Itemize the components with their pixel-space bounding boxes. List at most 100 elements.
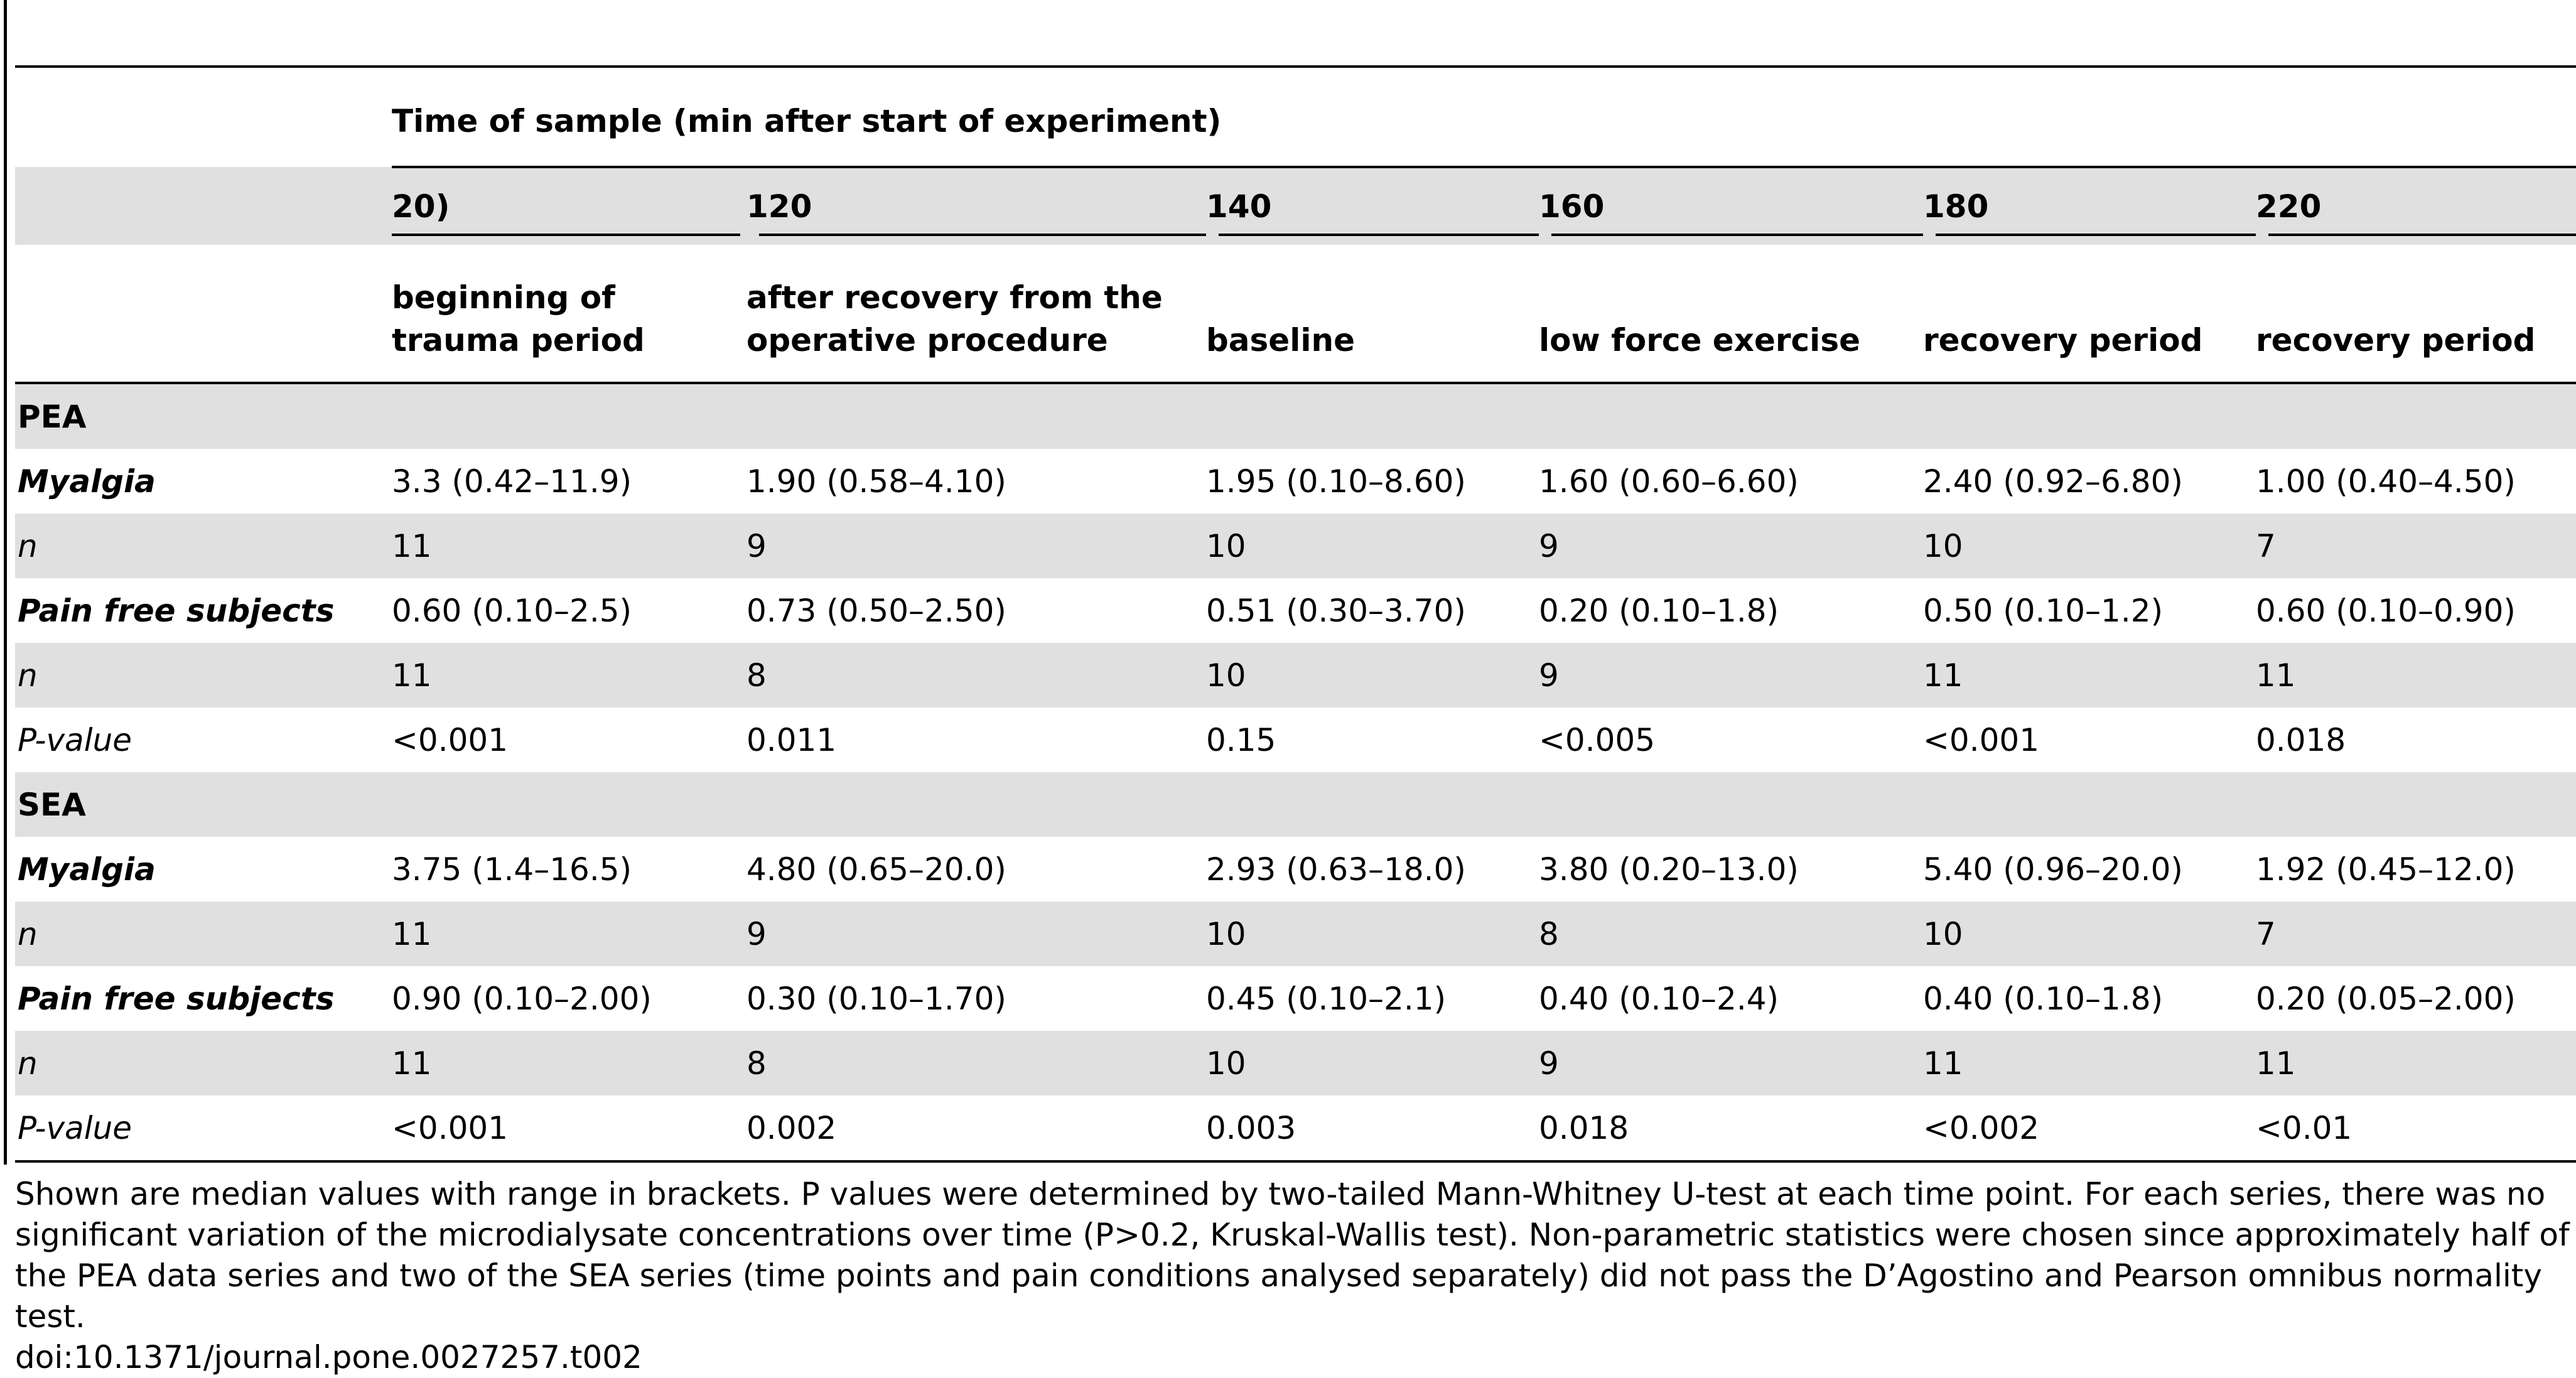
table-row: Pain free subjects 0.90 (0.10–2.00) 0.30… bbox=[15, 966, 2576, 1031]
table-cell: 0.15 bbox=[1206, 721, 1276, 758]
column-rule bbox=[392, 234, 740, 236]
table-cell: 3.75 (1.4–16.5) bbox=[392, 851, 632, 888]
row-label: n bbox=[15, 643, 392, 708]
table-cell: 0.51 (0.30–3.70) bbox=[1206, 592, 1466, 629]
table-row: n 11 8 10 9 11 11 bbox=[15, 1031, 2576, 1095]
row-label: Myalgia bbox=[18, 851, 156, 888]
table-cell: 0.73 (0.50–2.50) bbox=[746, 592, 1006, 629]
table-cell: 11 bbox=[1923, 1031, 2256, 1095]
table-cell: 0.018 bbox=[1539, 1109, 1629, 1146]
row-label: n bbox=[15, 902, 392, 966]
time-point-header: 160 bbox=[1539, 167, 1923, 245]
table-cell: 8 bbox=[746, 1031, 1206, 1095]
table-row: P-value <0.001 0.011 0.15 <0.005 <0.001 … bbox=[15, 708, 2576, 772]
table-cell: <0.001 bbox=[392, 1109, 509, 1146]
table-cell: 0.40 (0.10–2.4) bbox=[1539, 980, 1779, 1017]
time-description: baseline bbox=[1206, 322, 1355, 358]
table-row: Pain free subjects 0.60 (0.10–2.5) 0.73 … bbox=[15, 578, 2576, 643]
table-cell: 4.80 (0.65–20.0) bbox=[746, 851, 1006, 888]
row-label: n bbox=[15, 1031, 392, 1095]
table-cell: 11 bbox=[2256, 1031, 2576, 1095]
section-row-sea: SEA bbox=[15, 772, 2576, 837]
table-cell: 10 bbox=[1206, 643, 1539, 708]
time-description-row: beginning of trauma period after recovery… bbox=[15, 245, 2576, 383]
table-row: Myalgia 3.3 (0.42–11.9) 1.90 (0.58–4.10)… bbox=[15, 449, 2576, 514]
column-rule bbox=[1551, 234, 1923, 236]
table-cell: 11 bbox=[392, 1031, 746, 1095]
section-row-pea: PEA bbox=[15, 383, 2576, 449]
table-top-rule bbox=[15, 65, 2576, 68]
table-cell: 9 bbox=[1539, 643, 1923, 708]
table-cell: 0.50 (0.10–1.2) bbox=[1923, 592, 2164, 629]
table-cell: 11 bbox=[392, 643, 746, 708]
table-cell: 9 bbox=[746, 902, 1206, 966]
table-cell: 7 bbox=[2256, 514, 2576, 578]
table-row: n 11 9 10 8 10 7 bbox=[15, 902, 2576, 966]
table-cell: 0.60 (0.10–2.5) bbox=[392, 592, 632, 629]
left-border-rule bbox=[4, 0, 7, 1165]
time-description: recovery period bbox=[2256, 322, 2536, 358]
table-cell: 8 bbox=[746, 643, 1206, 708]
column-rule bbox=[1936, 234, 2256, 236]
table-cell: 0.011 bbox=[746, 721, 837, 758]
table-cell: 9 bbox=[746, 514, 1206, 578]
table-cell: 11 bbox=[1923, 643, 2256, 708]
table-row: P-value <0.001 0.002 0.003 0.018 <0.002 … bbox=[15, 1095, 2576, 1161]
table-cell: 0.40 (0.10–1.8) bbox=[1923, 980, 2164, 1017]
section-label: PEA bbox=[15, 383, 392, 449]
table-cell: 1.90 (0.58–4.10) bbox=[746, 463, 1006, 500]
table-cell: 10 bbox=[1206, 902, 1539, 966]
row-label: Myalgia bbox=[18, 463, 156, 500]
table-cell: 0.20 (0.10–1.8) bbox=[1539, 592, 1779, 629]
row-label: Pain free subjects bbox=[18, 980, 335, 1017]
table-cell: 0.30 (0.10–1.70) bbox=[746, 980, 1006, 1017]
table-cell: 7 bbox=[2256, 902, 2576, 966]
time-point-header: 20) bbox=[392, 167, 746, 245]
column-rule bbox=[2268, 234, 2576, 236]
footnote-text: Shown are median values with range in br… bbox=[15, 1176, 2570, 1335]
table-cell: 1.95 (0.10–8.60) bbox=[1206, 463, 1466, 500]
table-cell: 10 bbox=[1923, 514, 2256, 578]
table-cell: 2.93 (0.63–18.0) bbox=[1206, 851, 1466, 888]
table-cell: 0.018 bbox=[2256, 721, 2346, 758]
time-header-row: Time of sample (min after start of exper… bbox=[15, 68, 2576, 168]
time-point-header: 140 bbox=[1206, 167, 1539, 245]
table-cell: 10 bbox=[1206, 514, 1539, 578]
row-label: P-value bbox=[18, 721, 132, 758]
table-cell: 11 bbox=[392, 514, 746, 578]
table-cell: 0.003 bbox=[1206, 1109, 1296, 1146]
column-rule bbox=[1219, 234, 1539, 236]
table-cell: <0.002 bbox=[1923, 1109, 2040, 1146]
results-table: Time of sample (min after start of exper… bbox=[15, 68, 2576, 1163]
table-cell: 1.00 (0.40–4.50) bbox=[2256, 463, 2516, 500]
row-label: n bbox=[15, 514, 392, 578]
table-cell: 9 bbox=[1539, 514, 1923, 578]
table-cell: 10 bbox=[1923, 902, 2256, 966]
time-description: recovery period bbox=[1923, 322, 2203, 358]
table-cell: <0.005 bbox=[1539, 721, 1656, 758]
time-point-header: 120 bbox=[746, 167, 1206, 245]
table-row: n 11 9 10 9 10 7 bbox=[15, 514, 2576, 578]
time-header-label: Time of sample (min after start of exper… bbox=[392, 68, 2576, 168]
table-cell: 0.002 bbox=[746, 1109, 837, 1146]
table-cell: 11 bbox=[392, 902, 746, 966]
table-cell: <0.01 bbox=[2256, 1109, 2352, 1146]
table-cell: 11 bbox=[2256, 643, 2576, 708]
column-rule bbox=[759, 234, 1206, 236]
table-cell: 5.40 (0.96–20.0) bbox=[1923, 851, 2183, 888]
table-cell: <0.001 bbox=[392, 721, 509, 758]
table-row: Myalgia 3.75 (1.4–16.5) 4.80 (0.65–20.0)… bbox=[15, 837, 2576, 902]
section-label: SEA bbox=[15, 772, 392, 837]
time-description: low force exercise bbox=[1539, 322, 1860, 358]
table-cell: 0.45 (0.10–2.1) bbox=[1206, 980, 1447, 1017]
row-label: Pain free subjects bbox=[18, 592, 335, 629]
time-point-header: 220 bbox=[2256, 167, 2576, 245]
table-cell: <0.001 bbox=[1923, 721, 2040, 758]
time-description: after recovery from the operative procedu… bbox=[746, 279, 1163, 358]
time-point-header: 180 bbox=[1923, 167, 2256, 245]
table-cell: 2.40 (0.92–6.80) bbox=[1923, 463, 2183, 500]
table-cell: 1.60 (0.60–6.60) bbox=[1539, 463, 1799, 500]
table-cell: 9 bbox=[1539, 1031, 1923, 1095]
row-label: P-value bbox=[18, 1109, 132, 1146]
table-cell: 10 bbox=[1206, 1031, 1539, 1095]
